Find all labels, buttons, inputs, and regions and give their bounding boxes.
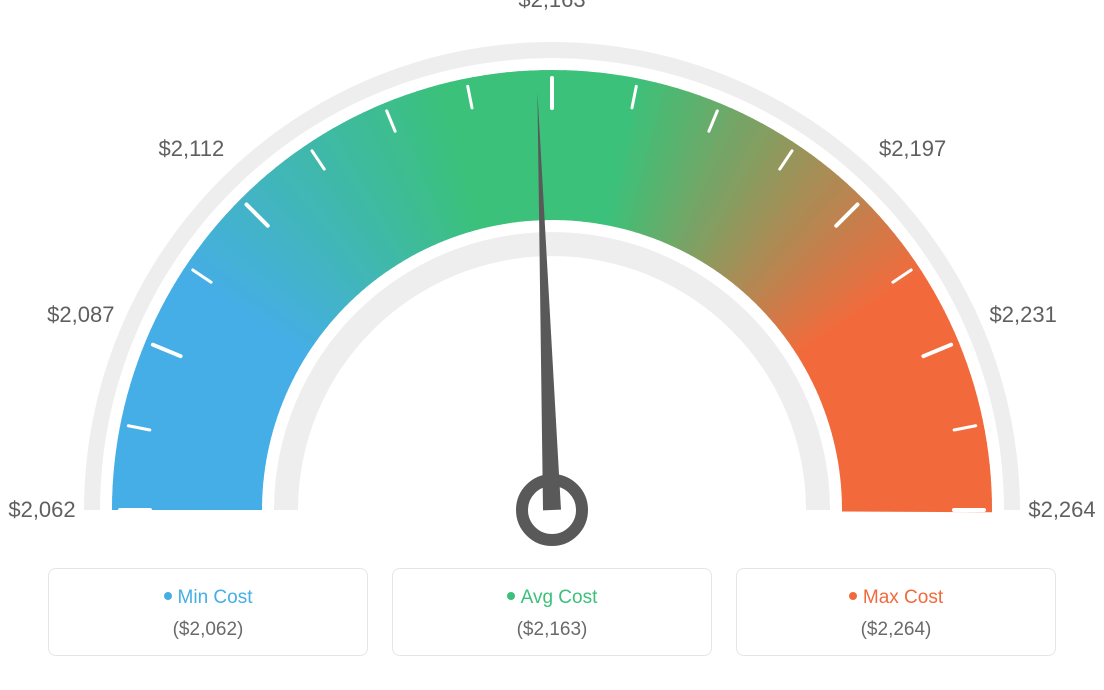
gauge-tick-label: $2,197 (879, 136, 946, 162)
legend-title-text: Max Cost (863, 587, 943, 608)
gauge-chart: $2,062 $2,087 $2,112 $2,163 $2,197 $2,231 $2,2… (0, 0, 1104, 560)
legend-card-avg: Avg Cost ($2,163) (392, 568, 712, 656)
gauge-tick-label: $2,087 (47, 302, 114, 328)
legend-dot-icon (164, 592, 172, 600)
gauge-tick-label: $2,264 (1028, 497, 1095, 523)
legend-dot-icon (507, 592, 515, 600)
gauge-tick-label: $2,062 (8, 497, 75, 523)
legend-row: Min Cost ($2,062) Avg Cost ($2,163) Max Cost… (0, 568, 1104, 656)
legend-value-avg: ($2,163) (393, 619, 711, 641)
legend-title-max: Max Cost (737, 587, 1055, 609)
gauge-tick-label: $2,112 (159, 136, 225, 162)
gauge-tick-label: $2,163 (518, 0, 585, 13)
legend-title-text: Avg Cost (521, 587, 598, 608)
legend-value-max: ($2,264) (737, 619, 1055, 641)
legend-card-min: Min Cost ($2,062) (48, 568, 368, 656)
legend-card-max: Max Cost ($2,264) (736, 568, 1056, 656)
legend-title-text: Min Cost (178, 587, 253, 608)
legend-value-min: ($2,062) (49, 619, 367, 641)
legend-title-min: Min Cost (49, 587, 367, 609)
legend-dot-icon (849, 592, 857, 600)
gauge-tick-label: $2,231 (990, 302, 1057, 328)
gauge-svg (0, 0, 1104, 560)
legend-title-avg: Avg Cost (393, 587, 711, 609)
